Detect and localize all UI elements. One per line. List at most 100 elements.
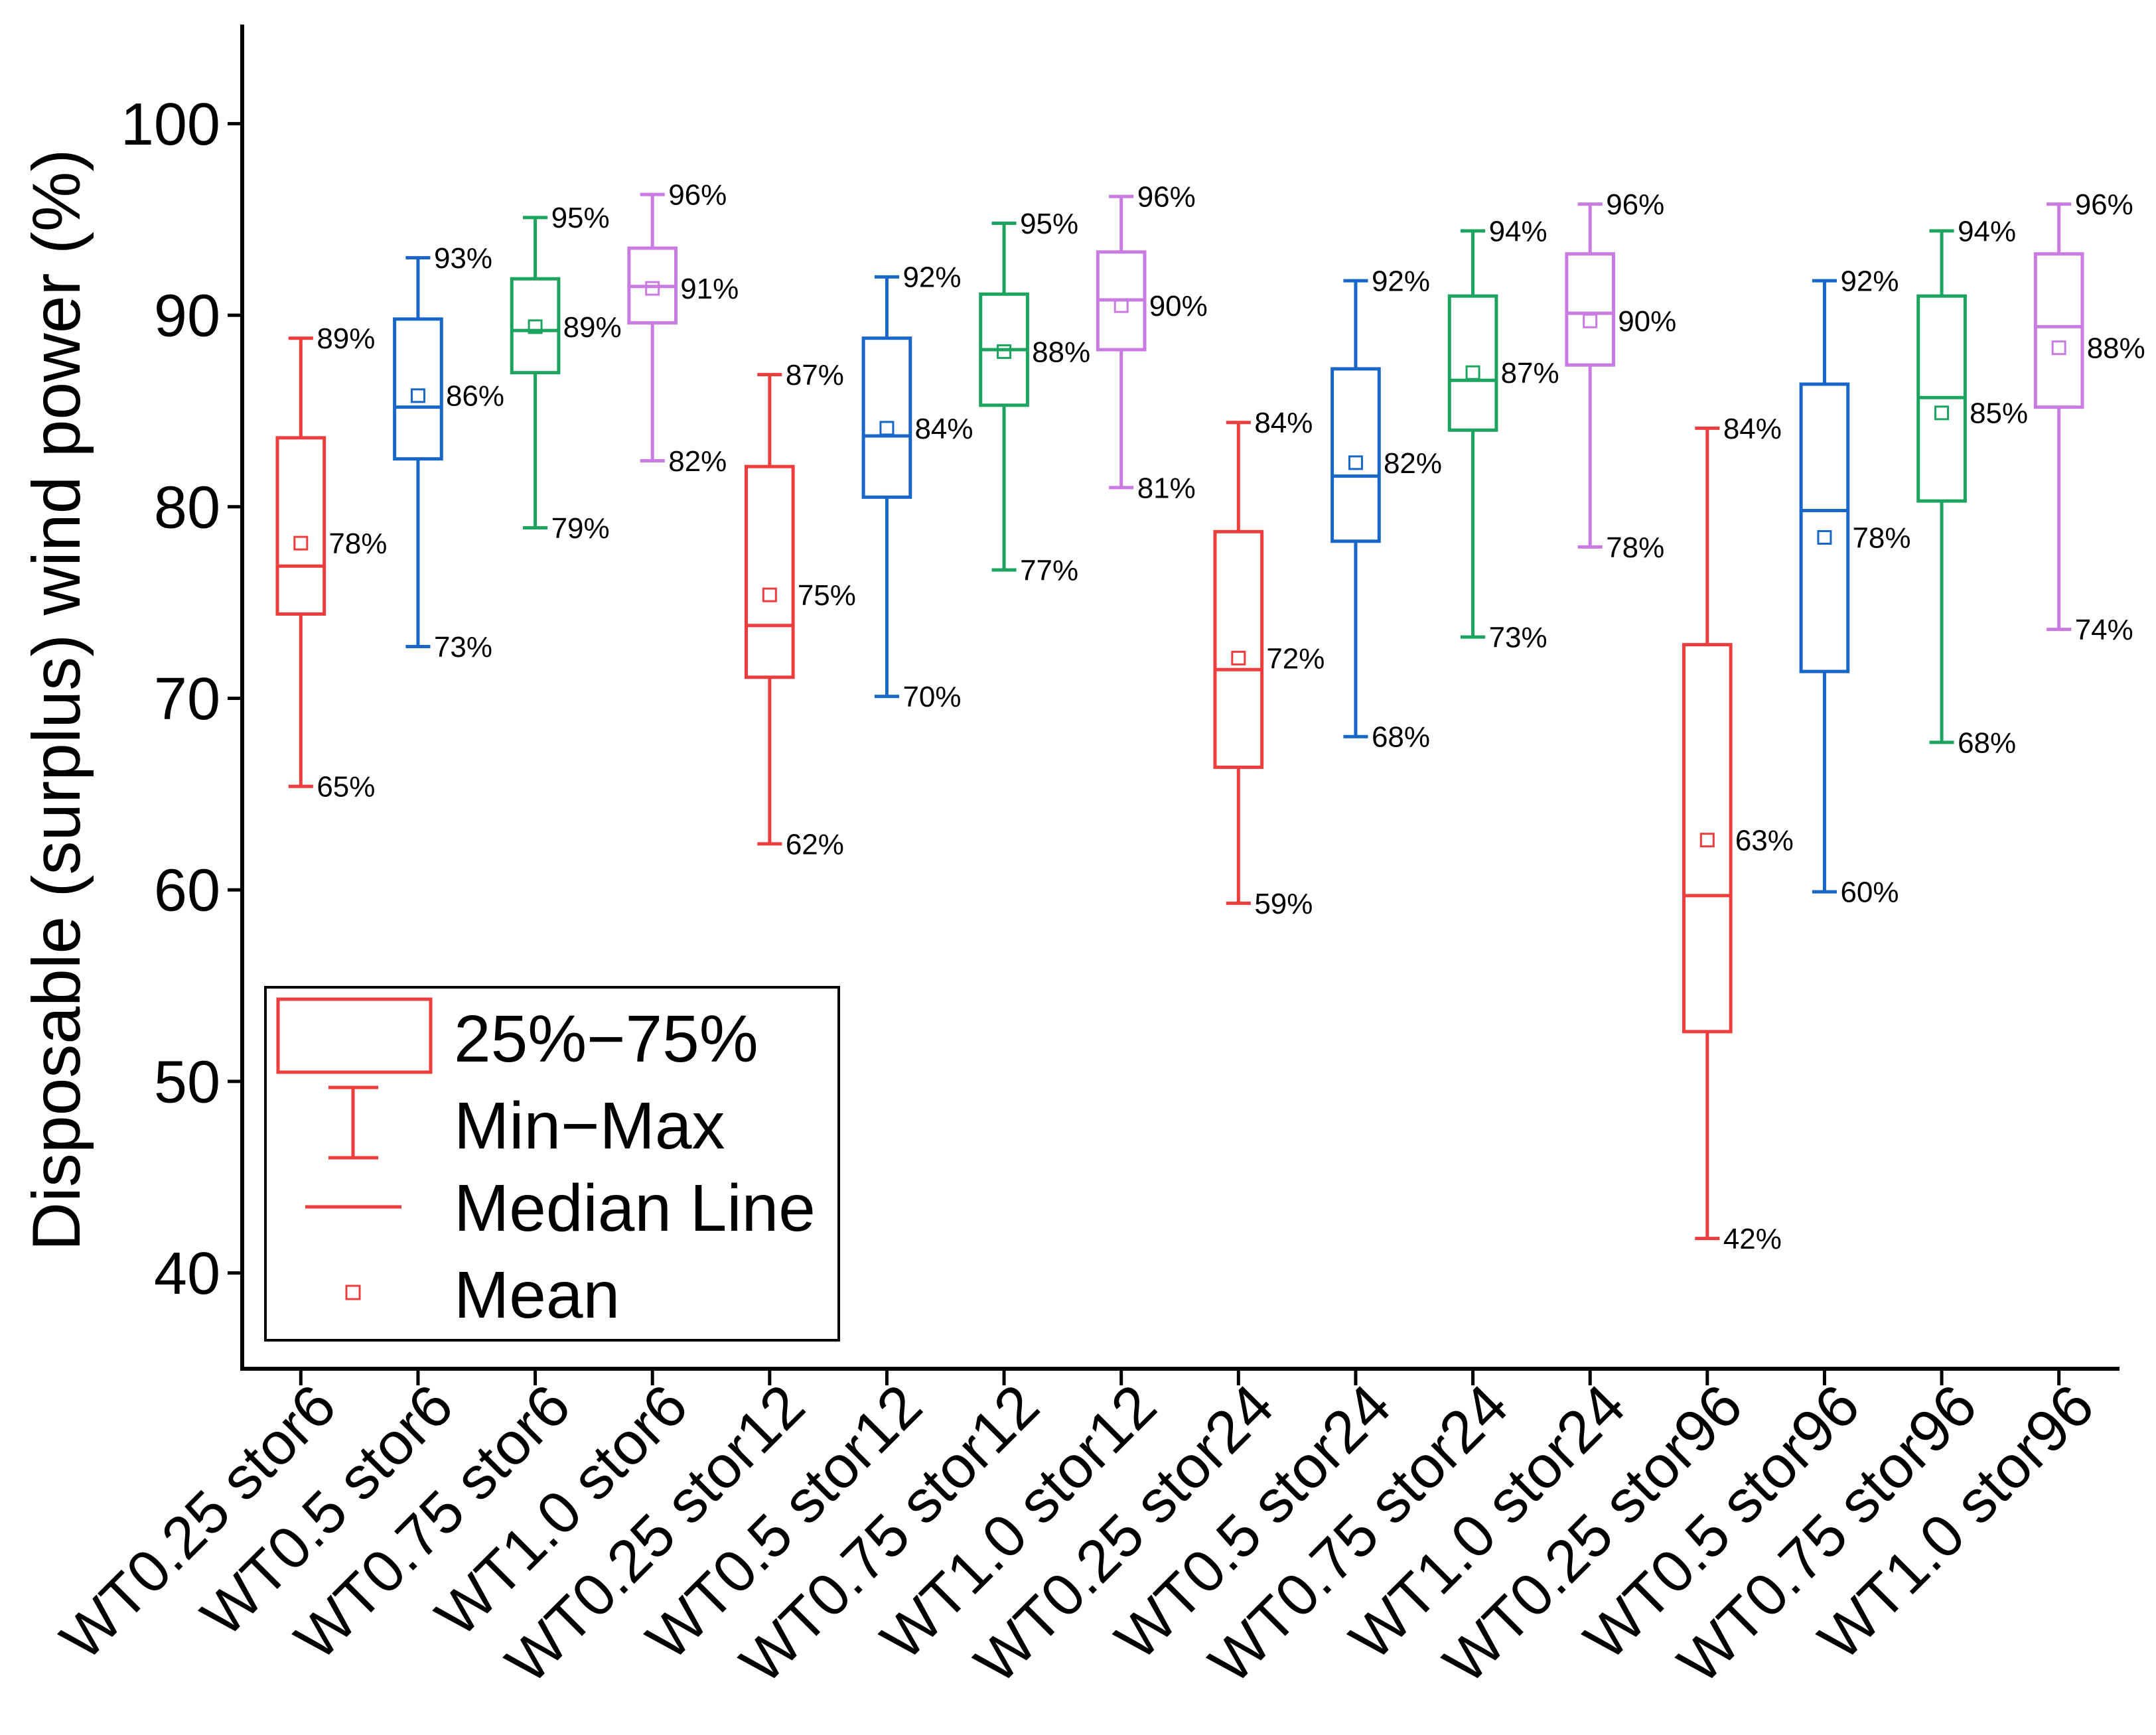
y-tick-label: 60 bbox=[154, 858, 220, 924]
min-label: 78% bbox=[1606, 531, 1664, 564]
max-label: 96% bbox=[668, 179, 727, 212]
legend-frame bbox=[264, 986, 840, 1342]
mean-label: 91% bbox=[680, 273, 739, 305]
iqr-box bbox=[744, 464, 795, 679]
mean-label: 85% bbox=[1970, 397, 2028, 430]
mean-marker bbox=[879, 421, 895, 436]
mean-marker bbox=[1348, 455, 1363, 470]
y-tick-label: 100 bbox=[121, 92, 220, 158]
iqr-box bbox=[1799, 382, 1850, 673]
mean-label: 86% bbox=[446, 380, 504, 413]
iqr-box bbox=[1682, 643, 1733, 1034]
box-group bbox=[1447, 229, 1498, 639]
legend: 25%−75% Min−Max Median Line Mean bbox=[264, 986, 840, 1342]
min-label: 42% bbox=[1723, 1223, 1782, 1255]
mean-marker bbox=[1699, 833, 1715, 848]
iqr-box bbox=[1213, 529, 1264, 769]
mean-label: 84% bbox=[914, 413, 973, 445]
legend-label-whisker: Min−Max bbox=[454, 1089, 725, 1163]
box-group bbox=[1799, 279, 1850, 894]
box-group bbox=[1213, 421, 1264, 905]
box-group bbox=[1682, 426, 1733, 1241]
min-label: 74% bbox=[2075, 614, 2133, 646]
mean-marker bbox=[1934, 405, 1950, 421]
max-label: 94% bbox=[1489, 215, 1547, 247]
max-label: 93% bbox=[434, 242, 492, 275]
mean-marker bbox=[1465, 365, 1480, 380]
mean-label: 82% bbox=[1384, 447, 1442, 480]
min-label: 62% bbox=[786, 828, 844, 861]
box-group bbox=[1916, 229, 1967, 744]
y-axis: 40 50 60 70 80 90 100 bbox=[121, 25, 244, 1371]
min-label: 68% bbox=[1958, 727, 2016, 759]
mean-marker bbox=[762, 587, 777, 602]
mean-marker bbox=[2051, 340, 2066, 356]
mean-label: 63% bbox=[1735, 825, 1794, 857]
box-group bbox=[510, 216, 561, 530]
mean-label: 75% bbox=[798, 579, 856, 612]
box-marks bbox=[275, 192, 2084, 1241]
y-tick-label: 90 bbox=[154, 283, 220, 350]
mean-marker bbox=[293, 535, 309, 551]
box-group bbox=[393, 255, 443, 649]
min-label: 60% bbox=[1840, 876, 1899, 909]
min-label: 65% bbox=[317, 771, 375, 803]
mean-label: 72% bbox=[1266, 642, 1325, 675]
mean-label: 78% bbox=[1852, 521, 1910, 554]
data-labels: 89% 78% 65% 93% 86% 73% 95% 89% 79% 96% 91% 82% 87% 7… bbox=[317, 179, 2145, 1255]
box-group bbox=[275, 336, 326, 788]
min-label: 68% bbox=[1372, 721, 1430, 754]
mean-marker bbox=[645, 281, 660, 296]
y-tick-label: 70 bbox=[154, 666, 220, 732]
max-label: 96% bbox=[1137, 180, 1196, 213]
iqr-box bbox=[510, 277, 561, 375]
min-label: 59% bbox=[1254, 888, 1313, 920]
iqr-box bbox=[1565, 252, 1616, 367]
min-label: 79% bbox=[551, 512, 610, 545]
box-group bbox=[979, 221, 1029, 572]
min-label: 73% bbox=[434, 631, 492, 663]
iqr-box bbox=[861, 336, 912, 499]
max-label: 92% bbox=[902, 261, 961, 294]
y-tick-label: 50 bbox=[154, 1049, 220, 1115]
box-group bbox=[744, 373, 795, 846]
y-tick-label: 80 bbox=[154, 474, 220, 541]
max-label: 95% bbox=[1020, 208, 1078, 240]
y-axis-title: Disposable (surplus) wind power (%) bbox=[19, 149, 94, 1251]
legend-label-median: Median Line bbox=[454, 1171, 816, 1245]
mean-label: 87% bbox=[1501, 357, 1559, 389]
max-label: 95% bbox=[551, 202, 610, 234]
mean-label: 88% bbox=[2087, 332, 2145, 365]
max-label: 92% bbox=[1840, 265, 1899, 298]
iqr-box bbox=[1447, 294, 1498, 432]
box-group bbox=[2033, 202, 2084, 632]
box-group bbox=[627, 192, 678, 462]
max-label: 84% bbox=[1723, 413, 1782, 445]
legend-whisker-icon bbox=[328, 1085, 378, 1160]
mean-label: 88% bbox=[1032, 336, 1090, 368]
legend-box-icon bbox=[276, 997, 433, 1074]
mean-marker bbox=[997, 344, 1012, 359]
min-label: 81% bbox=[1137, 472, 1196, 504]
box-group bbox=[1565, 202, 1616, 549]
min-label: 73% bbox=[1489, 622, 1547, 654]
legend-label-mean: Mean bbox=[454, 1258, 620, 1332]
mean-label: 89% bbox=[563, 311, 622, 344]
mean-label: 78% bbox=[328, 527, 387, 560]
max-label: 96% bbox=[2075, 188, 2133, 221]
mean-marker bbox=[528, 319, 543, 334]
max-label: 84% bbox=[1254, 407, 1313, 439]
iqr-box bbox=[275, 436, 326, 616]
iqr-box bbox=[393, 317, 443, 461]
mean-label: 90% bbox=[1618, 305, 1676, 338]
mean-marker bbox=[1114, 298, 1129, 313]
max-label: 89% bbox=[317, 322, 375, 355]
max-label: 94% bbox=[1958, 215, 2016, 247]
min-label: 82% bbox=[668, 445, 727, 478]
box-group bbox=[861, 275, 912, 699]
mean-marker bbox=[1817, 529, 1832, 545]
legend-mean-icon bbox=[345, 1284, 361, 1300]
iqr-box bbox=[2033, 252, 2084, 409]
